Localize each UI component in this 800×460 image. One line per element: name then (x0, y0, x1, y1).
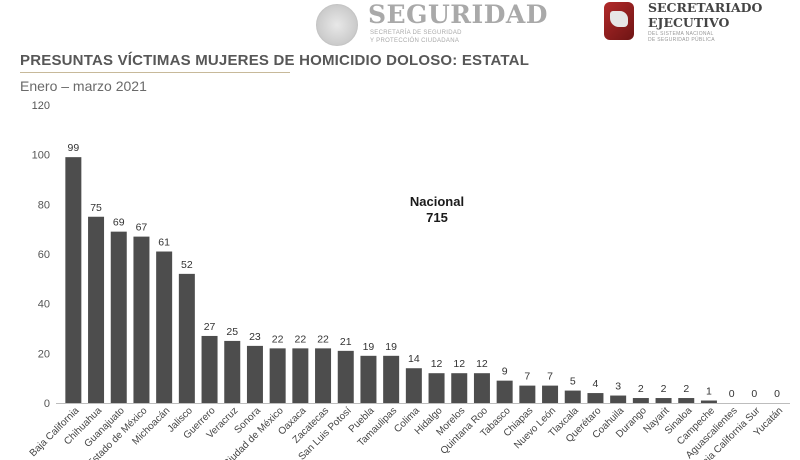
bar (519, 385, 536, 403)
page-title: PRESUNTAS VÍCTIMAS MUJERES DE HOMICIDIO … (20, 52, 530, 69)
mexico-seal-icon (316, 4, 358, 46)
bar-value-label: 69 (113, 217, 125, 229)
title-divider (20, 72, 290, 73)
seguridad-sub-line-2: Y PROTECCIÓN CIUDADANA (370, 38, 460, 44)
bar (224, 340, 241, 403)
bar (610, 395, 627, 403)
bar-value-label: 22 (295, 333, 307, 345)
bar-value-label: 1 (706, 386, 712, 398)
bar-value-label: 25 (226, 326, 238, 338)
bar (110, 231, 127, 403)
bar-value-label: 4 (593, 378, 599, 390)
bar-value-label: 14 (408, 353, 420, 365)
bars (65, 157, 717, 403)
bar (451, 373, 468, 403)
bar (246, 345, 263, 403)
nacional-label: Nacional (410, 194, 464, 209)
secretariado-sub-line-1: DEL SISTEMA NACIONAL (648, 31, 714, 37)
bar-value-label: 7 (547, 371, 553, 383)
bar (178, 273, 195, 403)
bar (496, 380, 513, 403)
bar-value-label: 0 (774, 388, 780, 400)
bar (700, 400, 717, 403)
y-tick-label: 120 (32, 100, 50, 112)
secretariado-sub-line-2: DE SEGURIDAD PÚBLICA (648, 37, 715, 43)
bar (564, 390, 581, 403)
header-logos: SEGURIDAD SECRETARÍA DE SEGURIDAD Y PROT… (300, 0, 800, 52)
bar (428, 373, 445, 403)
bar (156, 251, 173, 403)
bar (269, 348, 286, 403)
bar (678, 398, 695, 403)
bar (133, 236, 150, 403)
bar-value-label: 61 (158, 237, 170, 249)
bar (65, 157, 82, 403)
bar-value-label: 12 (476, 358, 488, 370)
seguridad-logo-subtitle: SECRETARÍA DE SEGURIDAD Y PROTECCIÓN CIU… (370, 29, 462, 45)
secretariado-emblem-icon (604, 2, 634, 40)
bar (632, 398, 649, 403)
bar (542, 385, 559, 403)
bar-value-label: 19 (363, 341, 375, 353)
bar (292, 348, 309, 403)
page-subtitle: Enero – marzo 2021 (20, 78, 147, 94)
y-tick-label: 60 (38, 249, 50, 261)
bar-value-label: 12 (431, 358, 443, 370)
bar-value-label: 2 (638, 383, 644, 395)
bar-value-label: 22 (272, 333, 284, 345)
bar (88, 216, 105, 403)
bar-value-label: 7 (524, 371, 530, 383)
secretariado-logo-title: SECRETARIADO EJECUTIVO (648, 0, 762, 30)
secretariado-logo-subtitle: DEL SISTEMA NACIONAL DE SEGURIDAD PÚBLIC… (648, 31, 715, 43)
bar-value-label: 19 (385, 341, 397, 353)
y-tick-label: 20 (38, 348, 50, 360)
bar (383, 355, 400, 403)
bar-value-label: 23 (249, 331, 261, 343)
bar-value-label: 27 (204, 321, 216, 333)
bar (473, 373, 490, 403)
bar (201, 335, 218, 403)
bar-value-label: 0 (729, 388, 735, 400)
bar-value-label: 22 (317, 333, 329, 345)
bar (655, 398, 672, 403)
bar (315, 348, 332, 403)
y-tick-label: 40 (38, 299, 50, 311)
seguridad-sub-line-1: SECRETARÍA DE SEGURIDAD (370, 30, 462, 36)
bar-value-label: 67 (136, 222, 148, 234)
secretariado-title-line-2: EJECUTIVO (648, 15, 730, 30)
y-tick-label: 80 (38, 199, 50, 211)
bar-value-label: 2 (683, 383, 689, 395)
bar-value-label: 2 (661, 383, 667, 395)
y-tick-label: 100 (32, 150, 50, 162)
bar (405, 368, 422, 403)
y-axis: 0 20 40 60 80 100 120 (32, 100, 50, 410)
bar-value-label: 99 (68, 142, 80, 154)
bar-value-label: 3 (615, 381, 621, 393)
x-axis-labels: Baja CaliforniaChihuahuaGuanajuatoEstado… (28, 405, 785, 460)
bar-value-label: 0 (751, 388, 757, 400)
bar-value-label: 75 (90, 202, 102, 214)
bar-value-label: 52 (181, 259, 193, 271)
bar-value-label: 5 (570, 376, 576, 388)
bar-value-label: 9 (502, 366, 508, 378)
bar (587, 393, 604, 403)
nacional-value: 715 (426, 210, 448, 225)
bar (337, 350, 354, 403)
bar-value-label: 21 (340, 336, 352, 348)
secretariado-title-line-1: SECRETARIADO (648, 0, 763, 15)
bar (360, 355, 377, 403)
seguridad-logo-title: SEGURIDAD (368, 0, 548, 29)
y-tick-label: 0 (44, 398, 50, 410)
bar-value-label: 12 (453, 358, 465, 370)
